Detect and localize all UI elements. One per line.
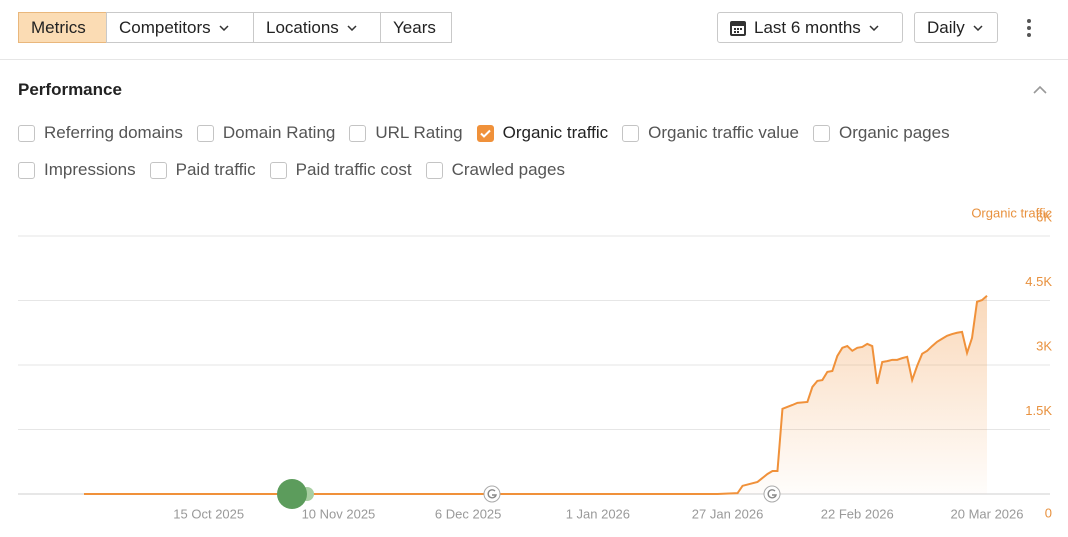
metric-toggle[interactable]: Referring domains <box>18 121 183 145</box>
metric-label: Domain Rating <box>222 123 336 142</box>
metric-label: URL Rating <box>375 123 463 142</box>
x-tick-label: 20 Mar 2026 <box>951 506 1024 521</box>
y-tick-label: 4.5K <box>1025 274 1052 289</box>
check <box>479 129 491 138</box>
separator <box>0 59 1068 60</box>
tab-label: Locations <box>266 17 339 37</box>
interval[interactable]: Daily <box>914 12 998 43</box>
area <box>84 295 987 494</box>
x-tick-label: 10 Nov 2025 <box>302 506 376 521</box>
x-tick-label: 1 Jan 2026 <box>566 506 630 521</box>
chevron <box>347 24 357 31</box>
y-tick-label: 0 <box>1045 505 1052 520</box>
checkbox <box>149 161 167 179</box>
x-tick-label: 27 Jan 2026 <box>692 506 764 521</box>
checkbox <box>196 124 214 142</box>
metric-label: Organic traffic <box>502 123 609 142</box>
metric-toggle[interactable]: Organic traffic <box>476 121 609 145</box>
x-tick-label: 15 Oct 2025 <box>173 506 244 521</box>
interval-label: Daily <box>927 17 965 37</box>
metric-toggle[interactable]: Paid traffic cost <box>269 158 412 182</box>
y-tick-label: 1.5K <box>1025 403 1052 418</box>
metric-label: Impressions <box>44 160 136 179</box>
chevron <box>219 24 229 31</box>
metric-label: Crawled pages <box>451 160 565 179</box>
checkbox <box>18 124 35 142</box>
metric-toggle[interactable]: Impressions <box>18 158 136 182</box>
checkbox <box>269 161 287 179</box>
metric-toggle[interactable]: URL Rating <box>349 121 463 145</box>
metric-toggle[interactable]: Organic pages <box>813 121 950 145</box>
section-title: Performance <box>18 80 122 99</box>
metric-toggle[interactable]: Organic traffic value <box>622 121 799 145</box>
chart: Organic traffic 0 1.5K 3K 4.5K 6K 15 Oct 2025… <box>18 205 1052 521</box>
metric-label: Organic traffic value <box>648 123 799 142</box>
checkbox <box>349 124 367 142</box>
y-tick-label: 3K <box>1036 338 1052 353</box>
line <box>84 295 988 495</box>
tab[interactable]: Locations <box>253 12 381 43</box>
calendar-icon <box>730 20 746 36</box>
more-menu[interactable] <box>1022 17 1036 39</box>
date-range[interactable]: Last 6 months <box>717 12 903 43</box>
metric-label: Paid traffic <box>175 160 256 179</box>
y-axis-title: Organic traffic <box>971 205 1052 220</box>
tab[interactable]: Years <box>380 12 452 43</box>
google-update-icon <box>483 485 501 503</box>
google-update-icon <box>763 485 781 503</box>
metric-label: Organic pages <box>839 123 950 142</box>
metric-toggle[interactable]: Paid traffic <box>149 158 256 182</box>
checkbox <box>813 124 830 142</box>
metric-list: Referring domains Domain Rating URL Rating… <box>18 121 1038 182</box>
x-tick-label: 22 Feb 2026 <box>821 506 894 521</box>
metric-label: Paid traffic cost <box>295 160 412 179</box>
checkbox <box>476 124 494 142</box>
y-tick-label: 6K <box>1036 209 1052 224</box>
checkbox <box>622 124 640 142</box>
collapse[interactable] <box>1032 85 1048 95</box>
tab[interactable]: Metrics <box>18 12 107 43</box>
tab-label: Competitors <box>119 17 211 37</box>
checkbox <box>425 161 443 179</box>
chevron <box>973 24 983 31</box>
google-update-glyph <box>767 489 777 499</box>
metric-toggle[interactable]: Crawled pages <box>425 158 565 182</box>
metric-toggle[interactable]: Domain Rating <box>196 121 336 145</box>
date-range-label: Last 6 months <box>754 17 861 37</box>
google-update-glyph <box>487 489 497 499</box>
x-tick-label: 6 Dec 2025 <box>435 506 502 521</box>
tab[interactable]: Competitors <box>106 12 254 43</box>
checkbox <box>18 161 35 179</box>
metric-label: Referring domains <box>44 123 183 142</box>
annotation-dot <box>277 479 307 509</box>
chevron <box>869 24 879 31</box>
